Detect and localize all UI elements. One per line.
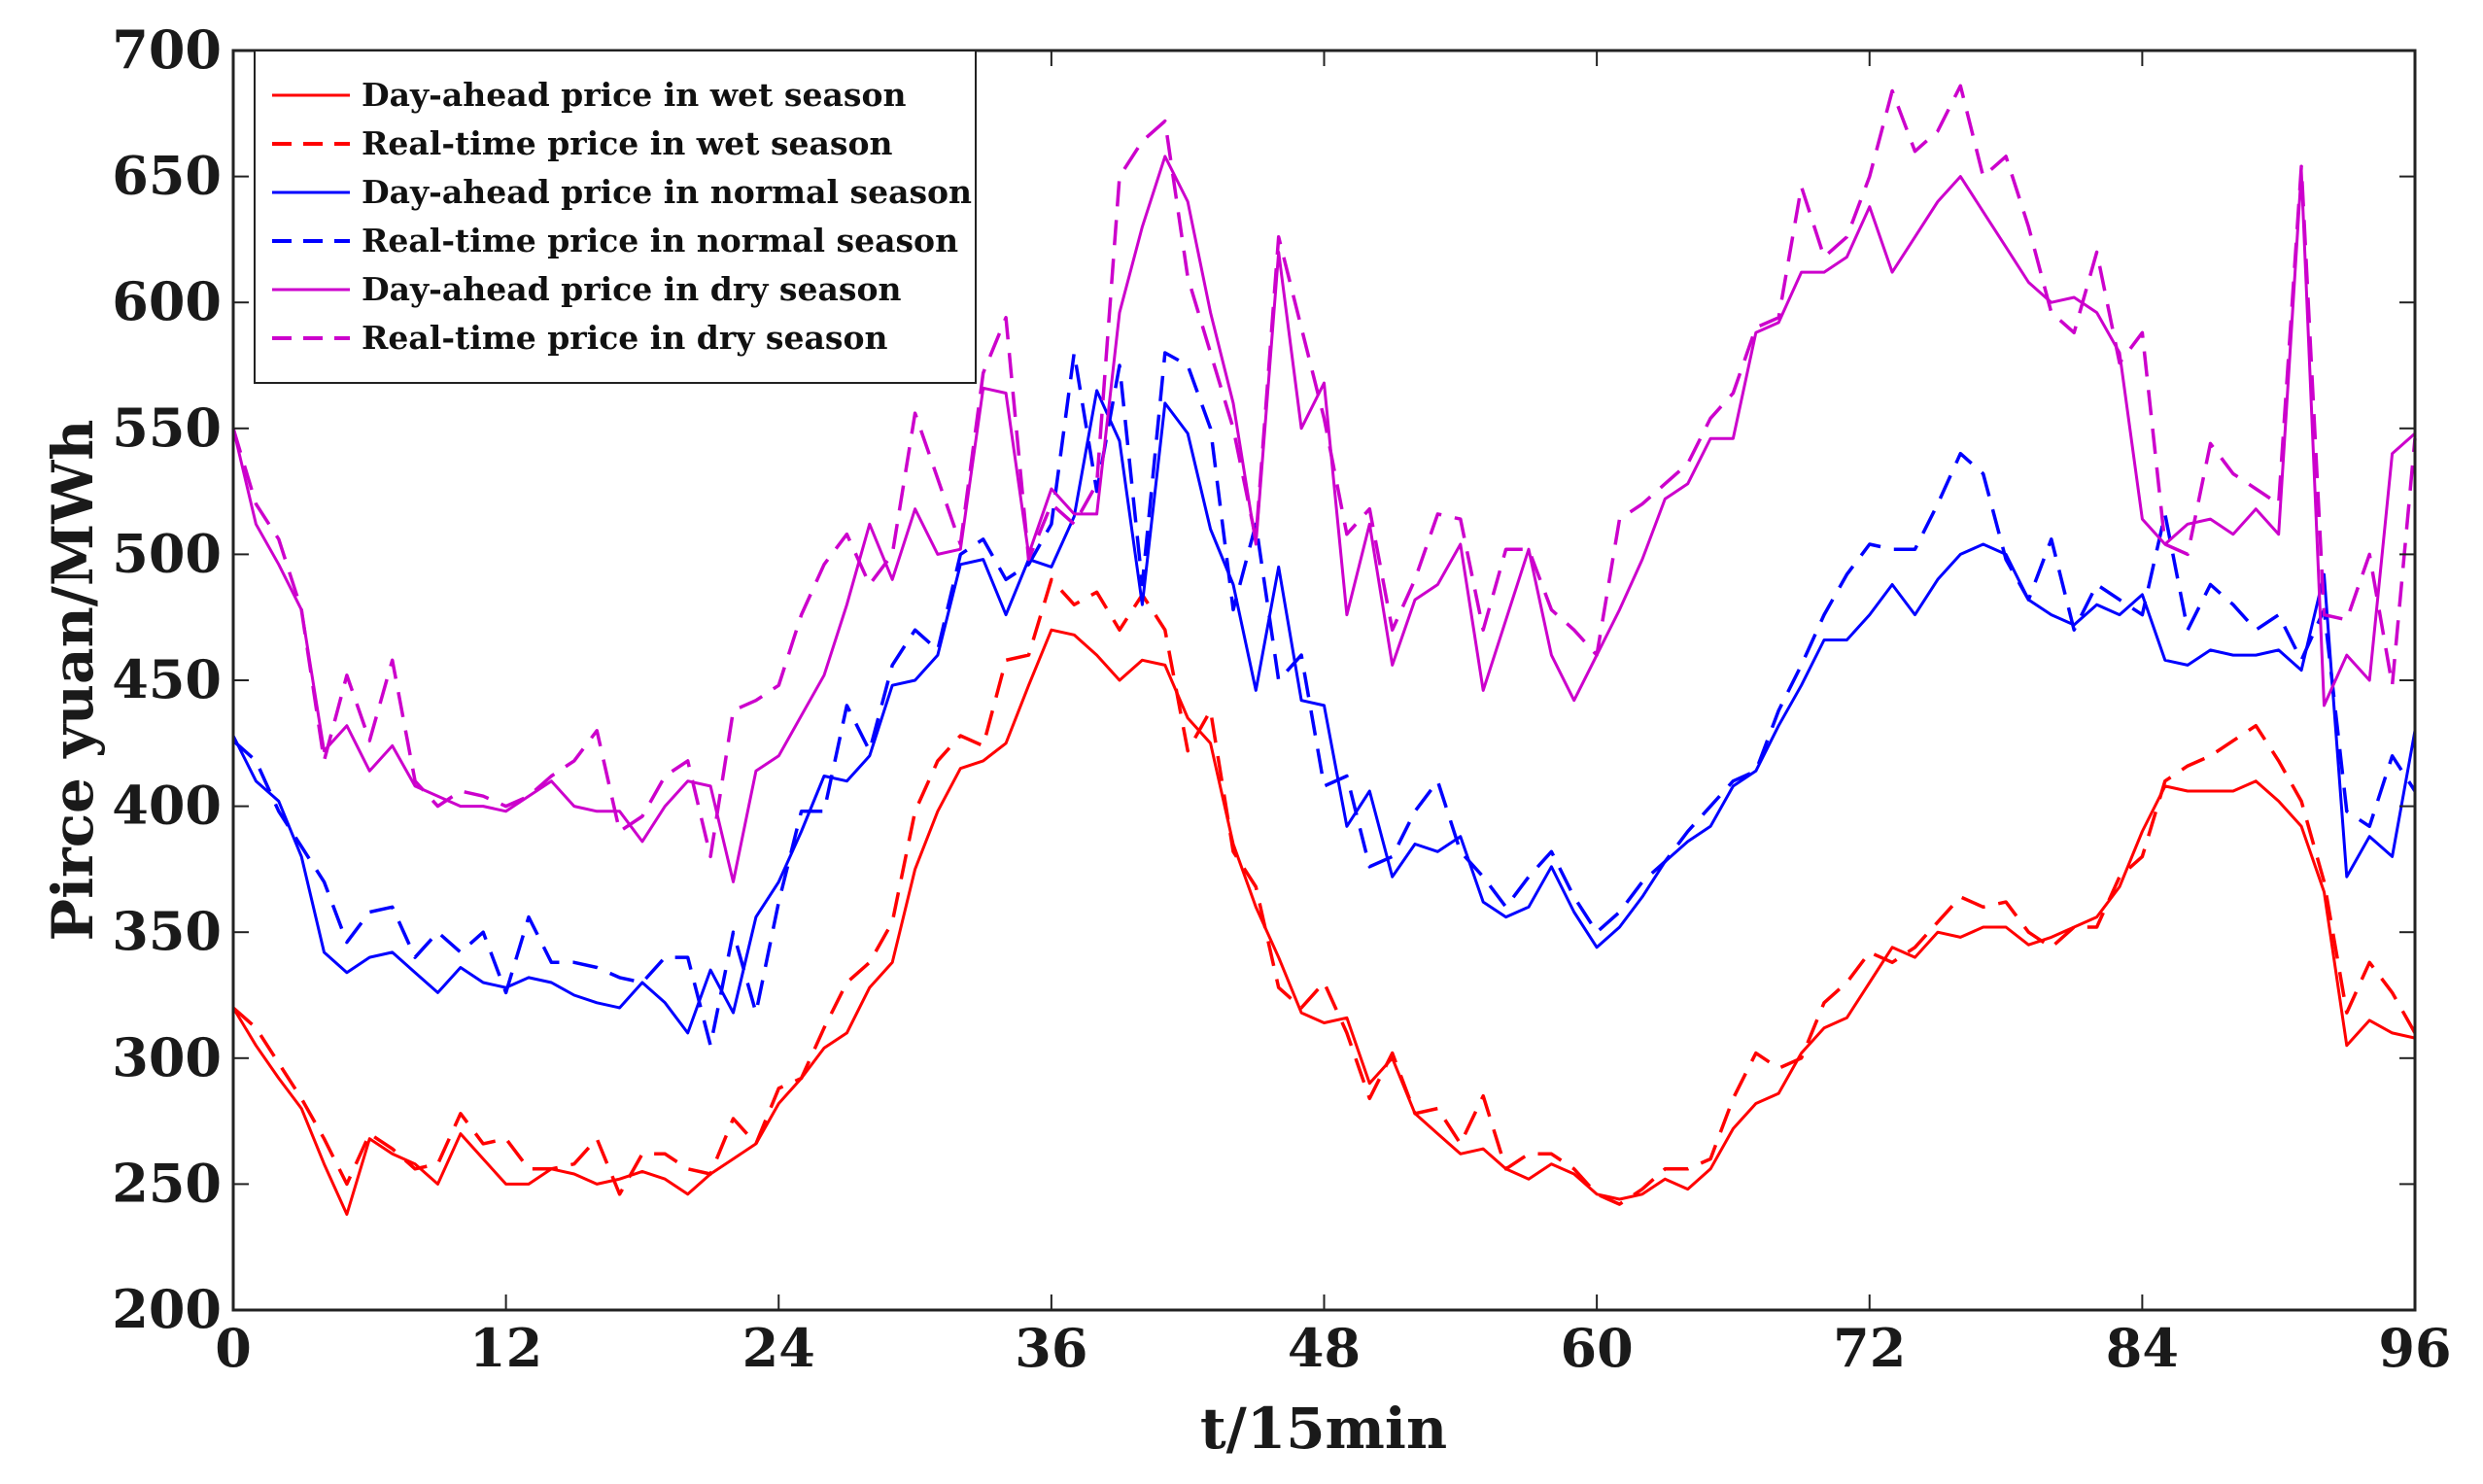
legend-label-3: Day-ahead price in normal season [362,173,972,211]
legend-label-4: Real-time price in normal season [362,222,958,259]
legend-label-1: Day-ahead price in wet season [362,76,906,114]
x-tick-label-3: 36 [1015,1317,1087,1379]
legend-box [254,50,977,384]
legend-label-5: Day-ahead price in dry season [362,270,901,308]
x-tick-label-2: 24 [742,1317,815,1379]
x-tick-label-0: 0 [215,1317,252,1379]
ticks-layer: 0 12 24 36 48 60 72 84 96 200 250 300 350 400 450 500 55… [112,18,2451,1379]
x-tick-label-8: 96 [2378,1317,2451,1379]
series-line-5 [231,155,2416,883]
y-tick-label-8: 600 [112,270,222,332]
y-tick-label-1: 250 [112,1152,222,1214]
y-tick-label-0: 200 [112,1278,222,1340]
series-layer [231,84,2417,1216]
series-line-3 [231,389,2417,1035]
x-tick-label-1: 12 [469,1317,542,1379]
y-tick-label-7: 550 [112,397,222,459]
y-tick-label-4: 400 [112,775,222,837]
legend-label-2: Real-time price in wet season [362,124,892,162]
y-axis-title: Pirce yuan/MWh [40,420,106,942]
x-tick-label-5: 60 [1561,1317,1634,1379]
y-tick-label-3: 350 [112,900,222,962]
x-axis-title: t/15min [1200,1396,1447,1462]
series-line-6 [231,84,2417,859]
y-tick-label-10: 700 [112,18,222,81]
y-tick-label-5: 450 [112,648,222,710]
legend-label-6: Real-time price in dry season [362,319,887,357]
y-tick-label-2: 300 [112,1026,222,1088]
series-line-1 [231,628,2416,1216]
y-tick-label-9: 650 [112,145,222,207]
series-line-4 [231,351,2417,1048]
x-tick-label-7: 84 [2106,1317,2179,1379]
legend: Day-ahead price in wet season Real-time p… [254,50,977,384]
y-tick-label-6: 500 [112,522,222,584]
x-tick-label-6: 72 [1833,1317,1906,1379]
x-tick-label-4: 48 [1288,1317,1361,1379]
